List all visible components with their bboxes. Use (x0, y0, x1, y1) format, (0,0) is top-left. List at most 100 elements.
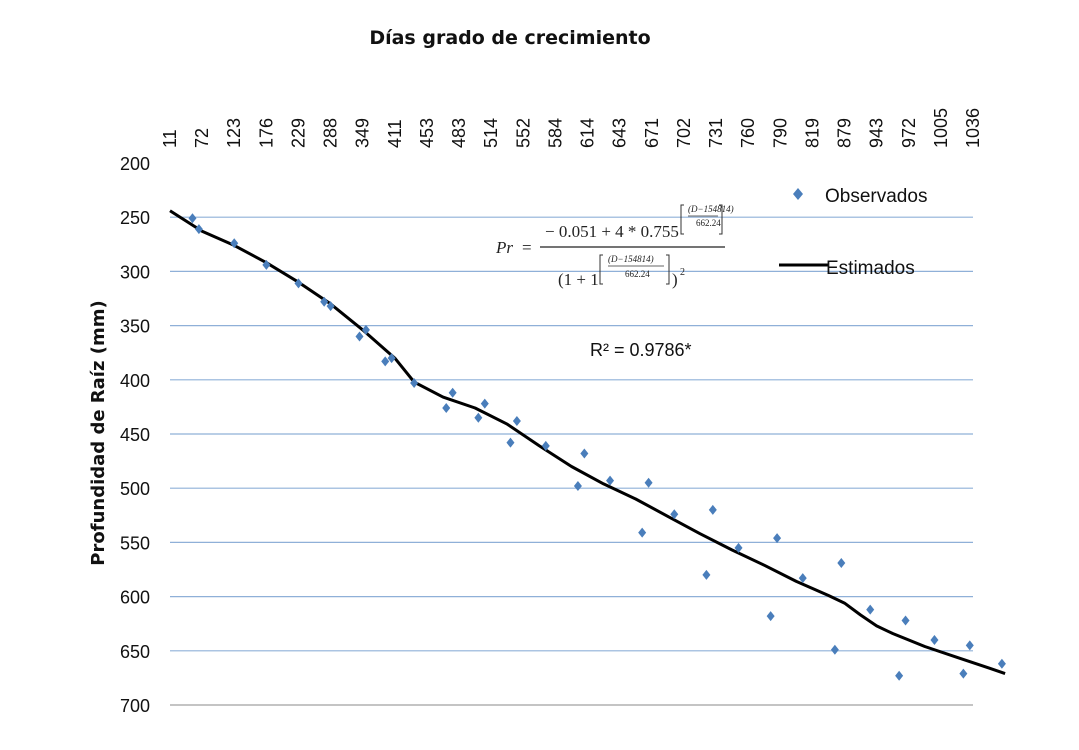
y-axis-label: Profundidad de Raíz (mm) (88, 300, 109, 565)
y-tick-label: 350 (120, 317, 150, 337)
data-point-observados (320, 296, 329, 307)
data-point-observados (959, 668, 968, 679)
x-tick-label: 584 (545, 118, 565, 148)
data-point-observados (830, 644, 839, 655)
x-tick-label: 229 (288, 118, 308, 148)
x-tick-label: 972 (899, 118, 919, 148)
y-tick-label: 400 (120, 371, 150, 391)
eq-den-exp-den: 662.24 (625, 269, 650, 279)
data-point-observados (997, 658, 1006, 669)
y-tick-label: 250 (120, 208, 150, 228)
y-tick-label: 650 (120, 642, 150, 662)
x-tick-label: 879 (835, 118, 855, 148)
eq-bracket-right (719, 204, 723, 235)
eq-den-bracket-left (599, 254, 603, 285)
x-tick-label: 671 (642, 118, 662, 148)
eq-numerator: − 0.051 + 4 * 0.755 (545, 222, 679, 241)
x-tick-label: 731 (706, 118, 726, 148)
data-point-observados (381, 356, 390, 367)
data-point-observados (580, 448, 589, 459)
data-point-observados (573, 481, 582, 492)
grid (170, 216, 973, 706)
data-point-observados (480, 398, 489, 409)
data-point-observados (442, 402, 451, 413)
data-point-observados (638, 527, 647, 538)
data-point-observados (708, 504, 717, 515)
x-tick-label: 702 (674, 118, 694, 148)
x-tick-label: 453 (417, 118, 437, 148)
x-tick-label: 552 (513, 118, 533, 148)
legend-label-observados: Observados (825, 186, 927, 207)
equation-annotation: Pr = − 0.051 + 4 * 0.755 (D−154814) 662.… (495, 204, 734, 289)
x-tick-label: 1005 (931, 108, 951, 148)
data-point-observados (606, 475, 615, 486)
x-tick-label: 11 (160, 129, 180, 148)
x-tick-label: 819 (802, 118, 822, 148)
data-point-observados (798, 573, 807, 584)
r-squared: R² = 0.9786* (590, 340, 692, 360)
data-point-observados (512, 415, 521, 426)
data-point-observados (837, 557, 846, 568)
x-tick-label: 643 (610, 118, 630, 148)
eq-num-exp-num: (D−154814) (688, 204, 734, 214)
eq-den-bracket-right (666, 254, 670, 285)
x-tick-label: 483 (449, 118, 469, 148)
data-point-observados (895, 670, 904, 681)
series-observados-points (188, 213, 1006, 681)
eq-lhs: Pr (495, 238, 513, 257)
x-tick-label: 411 (385, 119, 405, 148)
data-point-observados (326, 301, 335, 312)
chart-title: Días grado de crecimiento (369, 27, 650, 49)
y-tick-label: 550 (120, 533, 150, 553)
data-point-observados (194, 224, 203, 235)
legend: Observados Estimados (779, 186, 927, 279)
x-tick-label: 288 (321, 118, 341, 148)
y-tick-label: 500 (120, 479, 150, 499)
data-point-observados (766, 611, 775, 622)
data-point-observados (734, 542, 743, 553)
y-tick-label: 200 (120, 154, 150, 174)
y-tick-label: 700 (120, 696, 150, 716)
data-point-observados (901, 615, 910, 626)
x-tick-label: 790 (770, 118, 790, 148)
eq-num-exp-den: 662.24 (696, 218, 721, 228)
data-point-observados (387, 353, 396, 364)
data-point-observados (930, 634, 939, 645)
data-point-observados (506, 437, 515, 448)
legend-marker-observados (793, 188, 803, 200)
y-tick-label: 450 (120, 425, 150, 445)
data-point-observados (361, 324, 370, 335)
eq-bracket-left (680, 204, 684, 235)
x-tick-label: 176 (256, 118, 276, 148)
x-tick-label: 614 (578, 118, 598, 148)
x-tick-label: 349 (353, 118, 373, 148)
data-point-observados (294, 278, 303, 289)
x-tick-label: 760 (738, 118, 758, 148)
eq-den-power: 2 (680, 267, 685, 278)
eq-den-close: ) (672, 270, 678, 289)
y-tick-label: 300 (120, 262, 150, 282)
x-tick-label: 514 (481, 118, 501, 148)
data-point-observados (541, 440, 550, 451)
y-tick-labels: 200 250 300 350 400 450 500 550 600 650 700 (120, 154, 150, 716)
data-point-observados (410, 378, 419, 389)
x-tick-label: 123 (224, 118, 244, 148)
data-point-observados (230, 238, 239, 249)
data-point-observados (448, 387, 457, 398)
eq-den-exp-num: (D−154814) (608, 254, 654, 264)
data-point-observados (262, 259, 271, 270)
data-point-observados (355, 331, 364, 342)
data-point-observados (644, 477, 653, 488)
eq-denominator: (1 + 1 (558, 270, 599, 289)
data-point-observados (670, 509, 679, 520)
x-tick-label: 72 (192, 128, 212, 148)
data-point-observados (702, 569, 711, 580)
x-tick-label: 943 (867, 118, 887, 148)
legend-label-estimados: Estimados (826, 258, 915, 279)
data-point-observados (965, 640, 974, 651)
data-point-observados (188, 213, 197, 224)
data-point-observados (773, 533, 782, 544)
x-tick-label: 1036 (963, 108, 983, 148)
data-point-observados (866, 604, 875, 615)
